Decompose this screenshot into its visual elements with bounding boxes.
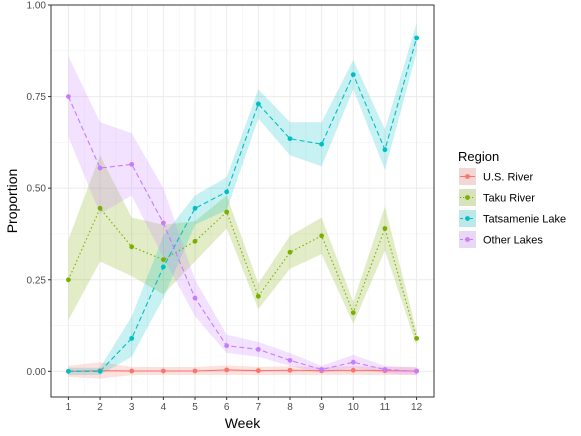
x-tick-label: 12 — [411, 402, 423, 413]
point-other-lakes — [319, 367, 325, 372]
point-other-lakes — [414, 368, 419, 374]
point-other-lakes — [192, 295, 198, 301]
legend-item-other-lakes: Other Lakes — [459, 231, 543, 248]
x-tick-label: 1 — [66, 402, 72, 413]
point-tatsamenie-lake — [192, 205, 198, 211]
point-taku-river — [224, 209, 230, 215]
point-u-s-river — [129, 368, 135, 374]
point-taku-river — [414, 335, 419, 341]
point-other-lakes — [255, 346, 261, 352]
axis-ticks: 0.000.250.500.751.001 2 3 4 5 6 7 8 9 10 11 12 — [27, 1, 423, 414]
legend-key-point — [465, 174, 470, 179]
legend: Region U.S. River Taku River Tatsamenie La… — [458, 149, 566, 248]
y-tick-label: 0.00 — [27, 367, 47, 378]
plot-border — [50, 4, 435, 398]
legend-key-point — [465, 216, 470, 221]
x-tick-label: 3 — [129, 402, 135, 413]
x-tick-label: 11 — [380, 402, 391, 413]
y-axis-title: Proportion — [4, 169, 20, 234]
point-taku-river — [319, 233, 325, 239]
y-tick-label: 0.50 — [27, 184, 47, 195]
legend-key-point — [465, 195, 470, 200]
legend-label: Taku River — [483, 193, 535, 205]
x-tick-label: 8 — [287, 402, 293, 413]
point-u-s-river — [192, 368, 198, 374]
point-other-lakes — [66, 94, 71, 99]
point-taku-river — [192, 238, 198, 244]
point-u-s-river — [287, 367, 293, 373]
legend-item-u-s-river: U.S. River — [459, 168, 533, 185]
x-axis-title: Week — [225, 415, 262, 431]
x-tick-label: 4 — [161, 402, 167, 413]
point-other-lakes — [224, 343, 230, 349]
point-taku-river — [255, 293, 261, 299]
x-tick-label: 9 — [319, 402, 325, 413]
point-other-lakes — [350, 359, 356, 365]
line-other-lakes — [67, 96, 417, 372]
legend-label: Tatsamenie Lake — [483, 214, 566, 226]
point-tatsamenie-lake — [350, 72, 356, 78]
point-taku-river — [287, 249, 293, 255]
point-tatsamenie-lake — [97, 368, 103, 374]
point-other-lakes — [382, 367, 388, 372]
x-tick-label: 7 — [256, 402, 262, 413]
y-tick-label: 0.25 — [27, 275, 47, 286]
point-tatsamenie-lake — [129, 335, 135, 341]
x-tick-label: 5 — [192, 402, 198, 413]
legend-title: Region — [458, 149, 499, 164]
series-points — [66, 35, 419, 374]
point-taku-river — [129, 244, 135, 250]
legend-item-tatsamenie-lake: Tatsamenie Lake — [459, 210, 566, 227]
x-tick-label: 10 — [348, 402, 360, 413]
legend-label: U.S. River — [483, 172, 533, 184]
point-taku-river — [350, 310, 356, 316]
line-u-s-river — [68, 369, 417, 372]
y-tick-label: 1.00 — [27, 1, 47, 12]
legend-label: Other Lakes — [483, 235, 543, 247]
band-taku-river — [68, 155, 417, 346]
line-tatsamenie-lake — [68, 37, 418, 372]
x-tick-label: 6 — [224, 402, 230, 413]
point-other-lakes — [287, 357, 293, 363]
point-tatsamenie-lake — [66, 368, 71, 374]
point-taku-river — [97, 205, 103, 211]
point-tatsamenie-lake — [319, 141, 325, 147]
point-u-s-river — [224, 367, 230, 373]
point-tatsamenie-lake — [160, 264, 166, 270]
legend-item-taku-river: Taku River — [459, 189, 535, 206]
x-tick-label: 2 — [97, 402, 103, 413]
band-tatsamenie-lake — [68, 23, 417, 376]
point-taku-river — [160, 257, 166, 263]
point-other-lakes — [160, 220, 166, 226]
point-tatsamenie-lake — [382, 147, 388, 153]
point-tatsamenie-lake — [255, 101, 261, 107]
point-other-lakes — [129, 161, 135, 167]
point-tatsamenie-lake — [287, 136, 293, 142]
point-taku-river — [66, 277, 71, 283]
point-other-lakes — [97, 165, 103, 171]
point-u-s-river — [255, 368, 261, 374]
point-tatsamenie-lake — [224, 189, 230, 195]
point-taku-river — [382, 226, 388, 231]
point-u-s-river — [350, 367, 356, 373]
series-lines — [67, 37, 418, 372]
legend-key-point — [465, 237, 470, 242]
point-u-s-river — [160, 368, 166, 374]
point-tatsamenie-lake — [414, 35, 419, 41]
y-tick-label: 0.75 — [27, 92, 47, 103]
